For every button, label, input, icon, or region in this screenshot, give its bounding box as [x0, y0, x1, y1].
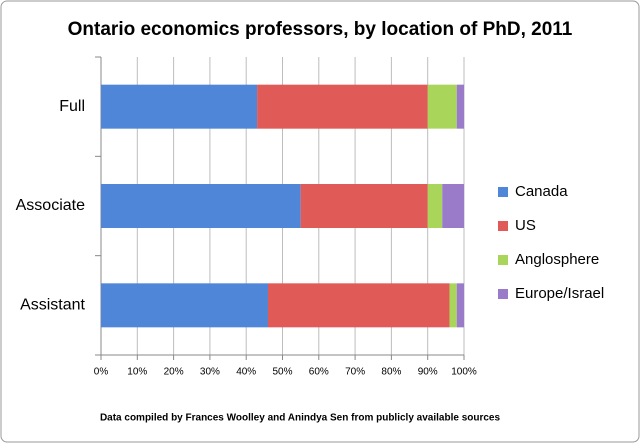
legend-swatch [498, 187, 508, 197]
legend-label: US [515, 217, 536, 234]
x-tick-label: 90% [418, 367, 438, 378]
bar-segment [300, 184, 428, 228]
bar-segment [456, 84, 464, 129]
bar-segment [101, 184, 301, 228]
bar-segment [427, 184, 443, 228]
y-tick-label: Full [59, 98, 85, 115]
bar-segment [257, 84, 428, 129]
x-tick-label: 40% [236, 367, 256, 378]
x-tick-label: 70% [345, 367, 365, 378]
legend-swatch [498, 289, 508, 299]
bar-segment [456, 283, 464, 328]
x-tick-label: 10% [127, 367, 147, 378]
legend-label: Europe/Israel [515, 285, 604, 302]
legend-label: Canada [515, 183, 568, 200]
x-tick-label: 50% [272, 367, 292, 378]
y-tick-label: Assistant [20, 297, 85, 314]
bar-segment [449, 283, 457, 328]
legend-swatch [498, 255, 508, 265]
x-tick-label: 20% [164, 367, 184, 378]
x-tick-label: 80% [381, 367, 401, 378]
bar-segment [101, 283, 268, 328]
bar-segment [267, 283, 450, 328]
bar-segment [427, 84, 457, 129]
x-tick-label: 30% [200, 367, 220, 378]
legend-label: Anglosphere [515, 251, 599, 268]
bar-segment [101, 84, 258, 129]
x-tick-label: 100% [451, 367, 477, 378]
source-note: Data compiled by Frances Woolley and Ani… [100, 413, 501, 424]
bar-segment [442, 184, 464, 228]
y-tick-label: Associate [16, 197, 85, 214]
x-tick-label: 60% [309, 367, 329, 378]
chart-title: Ontario economics professors, by locatio… [68, 19, 573, 40]
x-tick-label: 0% [94, 367, 109, 378]
legend-swatch [498, 221, 508, 231]
